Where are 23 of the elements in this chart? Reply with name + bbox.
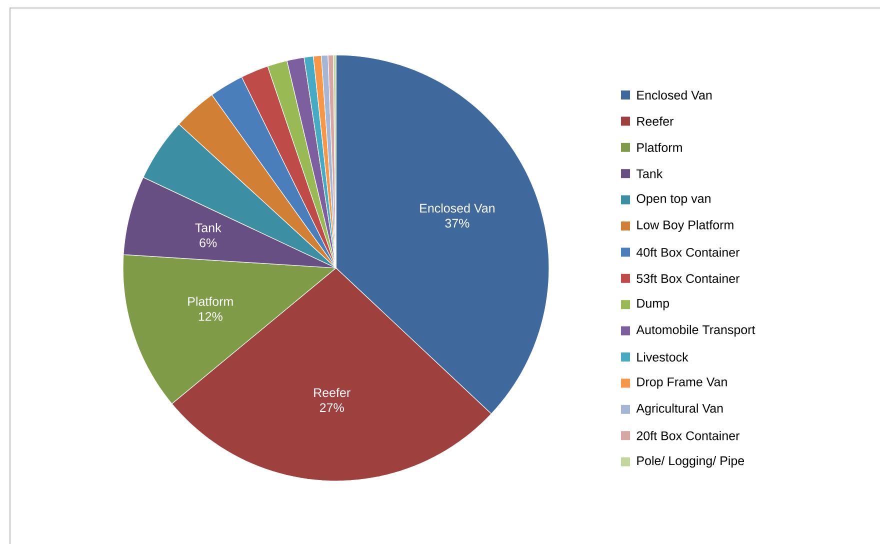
slice-label: Platform bbox=[188, 296, 233, 306]
legend-label: Tank bbox=[636, 169, 663, 178]
legend-label: 53ft Box Container bbox=[636, 274, 740, 283]
data-label: 37% bbox=[445, 218, 470, 228]
slice-label: Tank bbox=[195, 223, 222, 232]
slice-label: Enclosed Van bbox=[420, 203, 494, 213]
legend-label: Dump bbox=[637, 299, 670, 310]
legend-label: Low Boy Platform bbox=[637, 220, 734, 232]
slice-label: Reefer bbox=[314, 388, 350, 398]
legend-label: Platform bbox=[637, 142, 682, 152]
data-label: 27% bbox=[320, 403, 344, 412]
legend-label: Reefer bbox=[637, 116, 674, 126]
legend-label: 40ft Box Container bbox=[636, 248, 740, 257]
legend-label: Livestock bbox=[637, 352, 688, 362]
legend-label: Enclosed Van bbox=[637, 90, 712, 100]
legend-label: Open top van bbox=[636, 194, 710, 206]
legend-label: Drop Frame Van bbox=[637, 378, 727, 389]
legend-label: Automobile Transport bbox=[636, 324, 756, 337]
data-label: 12% bbox=[198, 312, 222, 321]
legend-label: 20ft Box Container bbox=[636, 431, 740, 440]
legend-label: Pole/ Logging/ Pipe bbox=[637, 456, 744, 468]
legend-label: Agricultural Van bbox=[636, 404, 723, 416]
data-label: 6% bbox=[200, 238, 217, 248]
